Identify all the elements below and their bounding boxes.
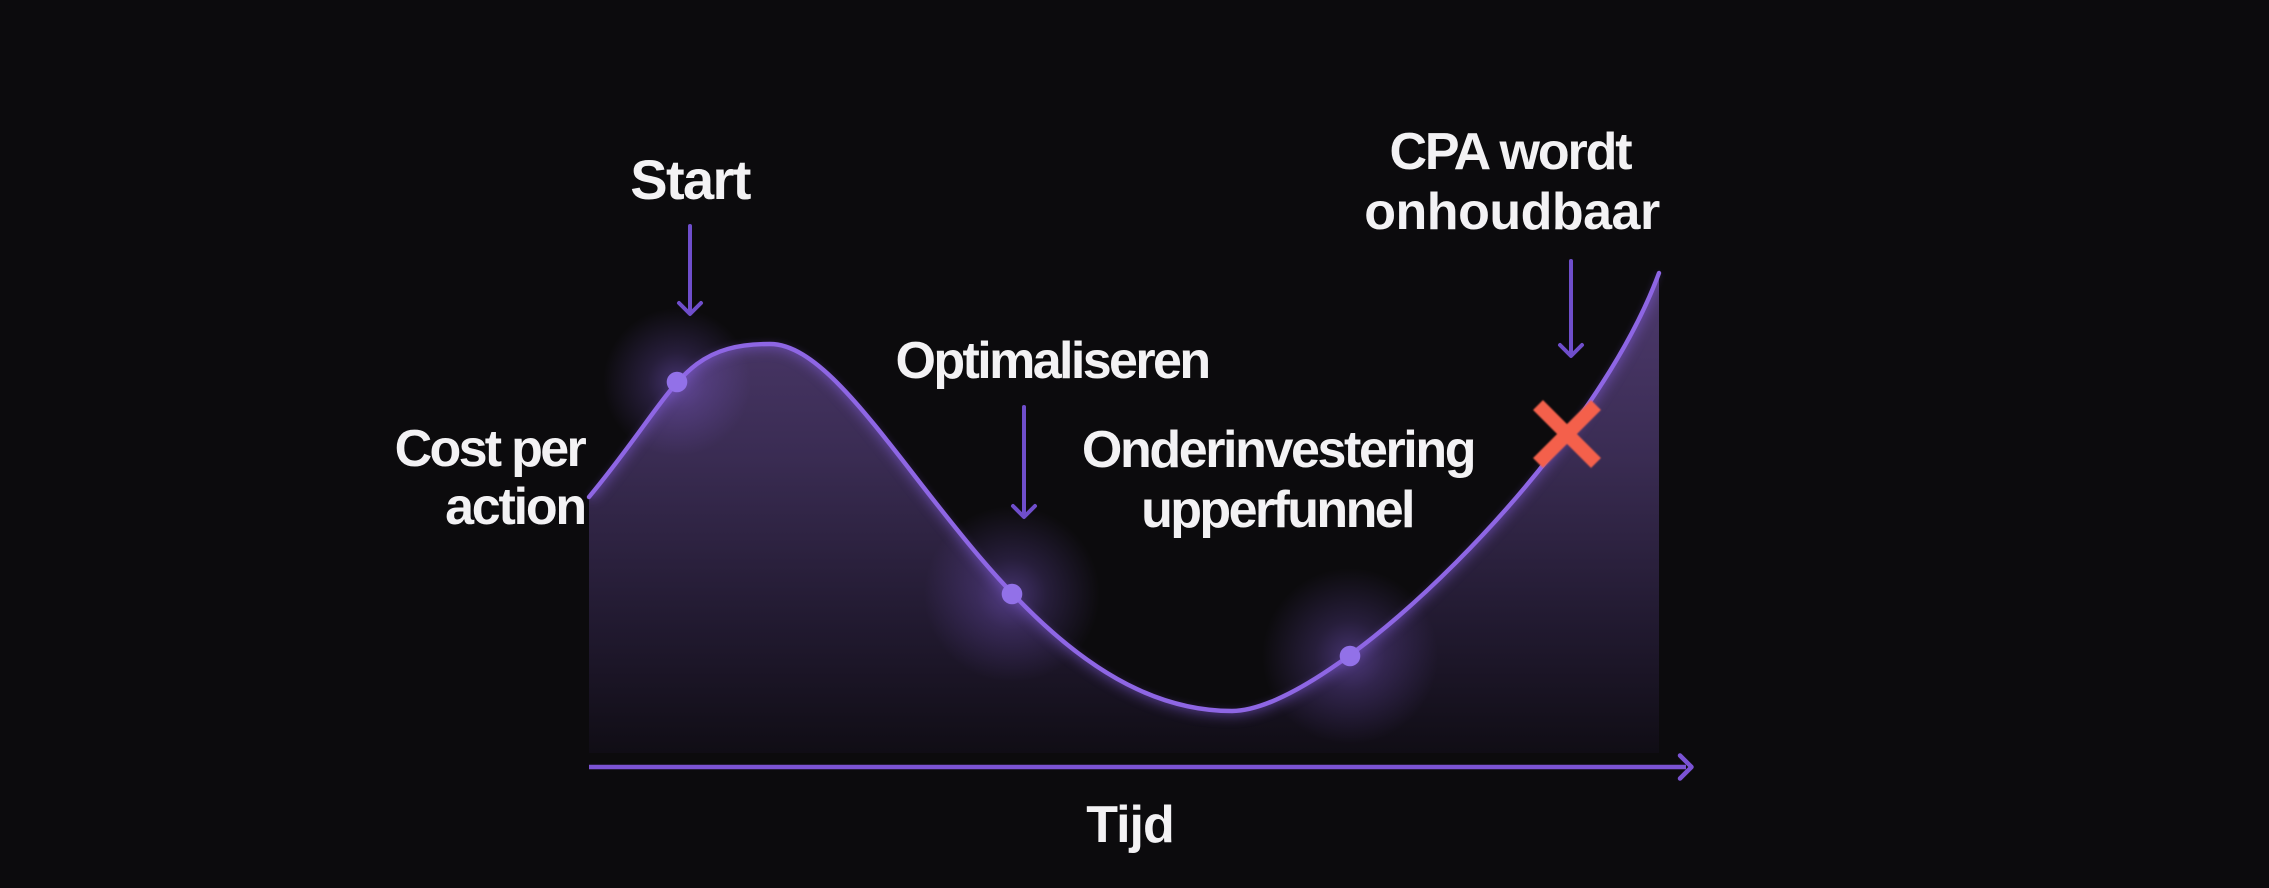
svg-text:Start: Start (630, 148, 751, 211)
svg-text:Cost per: Cost per (395, 420, 587, 478)
svg-text:Tijd: Tijd (1086, 796, 1173, 854)
svg-text:onhoudbaar: onhoudbaar (1364, 183, 1660, 241)
svg-text:CPA wordt: CPA wordt (1389, 123, 1632, 181)
svg-text:action: action (445, 478, 585, 536)
svg-text:Optimaliseren: Optimaliseren (896, 332, 1209, 390)
svg-text:Onderinvestering: Onderinvestering (1082, 421, 1474, 479)
svg-text:upperfunnel: upperfunnel (1141, 481, 1413, 539)
